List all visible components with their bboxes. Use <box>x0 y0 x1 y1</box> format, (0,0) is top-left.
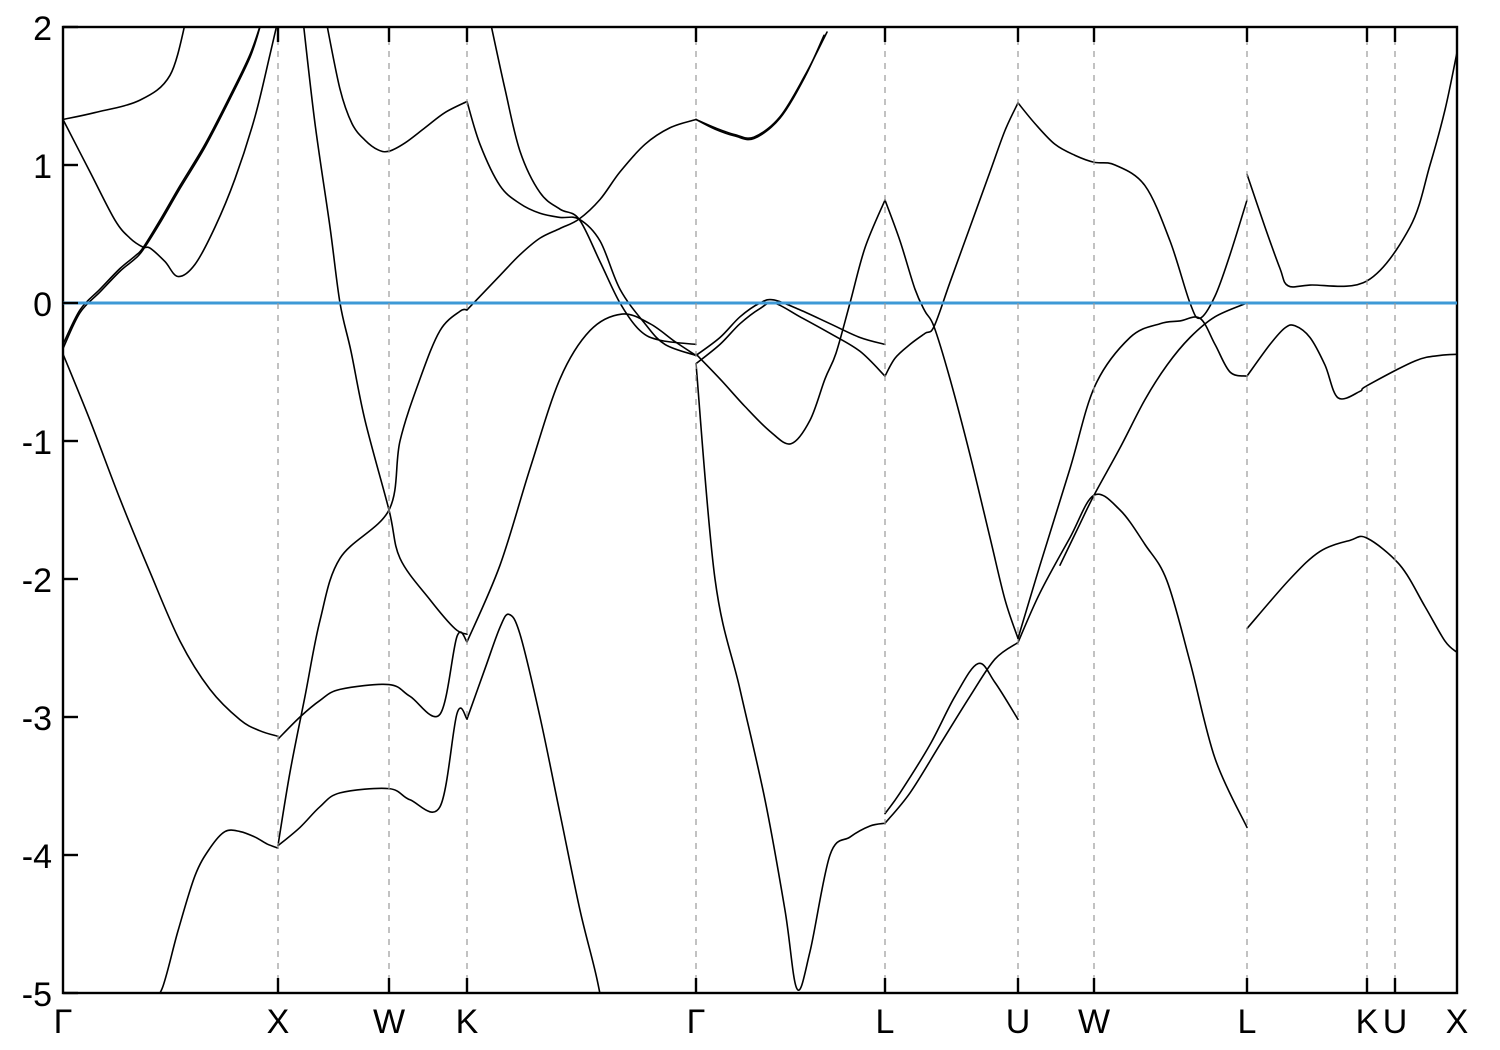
svg-text:U: U <box>1383 1003 1408 1041</box>
svg-text:K: K <box>1356 1003 1379 1041</box>
svg-text:Γ: Γ <box>687 1003 706 1041</box>
svg-text:-4: -4 <box>22 838 52 876</box>
svg-text:-1: -1 <box>22 424 52 462</box>
svg-text:Γ: Γ <box>54 1003 73 1041</box>
svg-text:K: K <box>456 1003 479 1041</box>
svg-text:U: U <box>1006 1003 1031 1041</box>
svg-text:X: X <box>267 1003 290 1041</box>
svg-text:1: 1 <box>33 148 52 186</box>
svg-text:L: L <box>1238 1003 1257 1041</box>
svg-text:L: L <box>876 1003 895 1041</box>
svg-text:-5: -5 <box>22 976 52 1014</box>
svg-text:W: W <box>1078 1003 1110 1041</box>
svg-text:X: X <box>1446 1003 1469 1041</box>
svg-text:-2: -2 <box>22 562 52 600</box>
svg-text:2: 2 <box>33 10 52 48</box>
svg-text:0: 0 <box>33 286 52 324</box>
svg-text:W: W <box>373 1003 405 1041</box>
svg-text:-3: -3 <box>22 700 52 738</box>
